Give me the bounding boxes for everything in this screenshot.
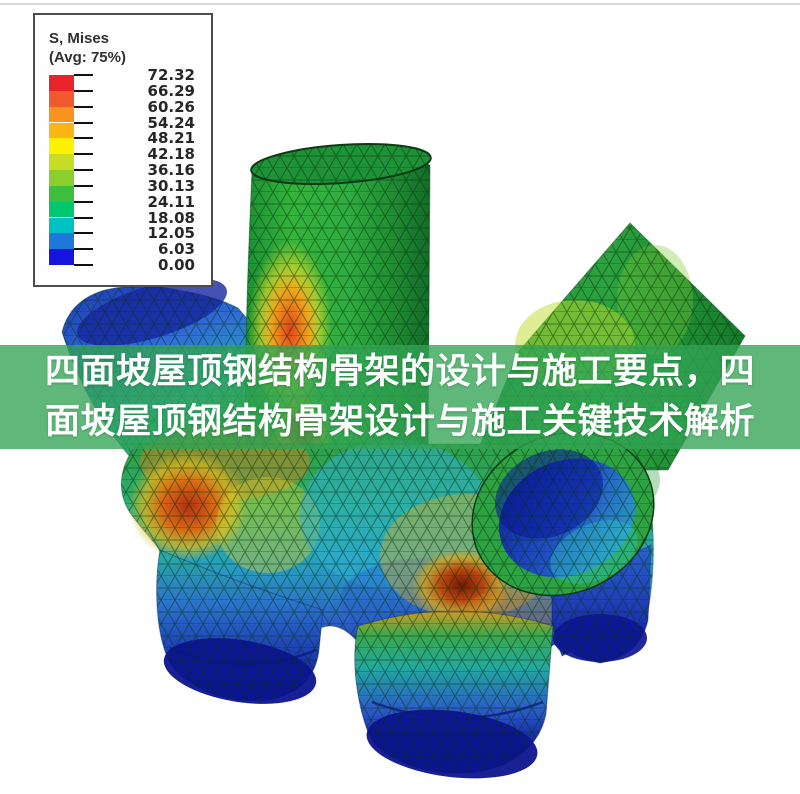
legend-tick-line xyxy=(74,105,93,108)
legend-tick-line xyxy=(74,121,93,124)
legend-band xyxy=(49,122,74,139)
legend-band xyxy=(49,170,74,186)
stress-legend: S, Mises (Avg: 75%) 72.32 66.29 60.26 54.24… xyxy=(33,13,213,287)
legend-tick-label: 72.32 xyxy=(147,66,195,84)
legend-tick-label: 48.21 xyxy=(147,129,195,148)
legend-band xyxy=(49,106,74,123)
legend-band xyxy=(49,185,74,202)
legend-tick-line xyxy=(74,74,93,76)
legend-subtitle: (Avg: 75%) xyxy=(49,49,126,66)
legend-tick-label: 42.18 xyxy=(147,145,195,164)
legend-band xyxy=(49,233,74,250)
legend-tick-line xyxy=(74,264,93,266)
legend-tick-label: 0.00 xyxy=(157,256,195,274)
legend-band xyxy=(49,217,74,234)
legend-tick-line xyxy=(74,89,93,92)
legend-tick-label: 66.29 xyxy=(147,81,195,100)
legend-tick-line xyxy=(74,248,93,251)
legend-tick-label: 60.26 xyxy=(147,97,195,116)
legend-tick-label: 12.05 xyxy=(147,224,195,243)
banner-title-line-1: 四面坡屋顶钢结构骨架的设计与施工要点，四 xyxy=(44,352,755,391)
legend-tick-line xyxy=(74,216,93,219)
title-banner: 四面坡屋顶钢结构骨架的设计与施工要点，四 面坡屋顶钢结构骨架设计与施工关键技术解… xyxy=(0,345,800,449)
legend-band xyxy=(49,154,74,170)
legend-tick-label: 30.13 xyxy=(147,176,195,195)
legend-colorbar: 72.32 66.29 60.26 54.24 48.21 42.18 36.16 30.13… xyxy=(35,66,211,281)
legend-tick-line xyxy=(74,184,93,187)
legend-tick-line xyxy=(74,200,93,203)
legend-band xyxy=(49,138,74,155)
legend-tick-line xyxy=(74,137,93,140)
legend-band xyxy=(49,201,74,218)
legend-tick-label: 18.08 xyxy=(147,208,195,227)
legend-title: S, Mises xyxy=(49,30,110,47)
top-hairline xyxy=(0,3,800,5)
legend-band xyxy=(49,90,74,107)
legend-band xyxy=(49,249,74,265)
legend-band xyxy=(49,75,74,91)
legend-tick-label: 54.24 xyxy=(147,113,195,132)
legend-tick-line xyxy=(74,153,93,156)
legend-tick-line xyxy=(74,169,93,171)
legend-tick-line xyxy=(74,232,93,235)
legend-tick-label: 36.16 xyxy=(147,161,195,179)
legend-tick-label: 6.03 xyxy=(157,240,195,259)
legend-tick-label: 24.11 xyxy=(147,192,195,211)
banner-title-line-2: 面坡屋顶钢结构骨架设计与施工关键技术解析 xyxy=(44,402,755,441)
